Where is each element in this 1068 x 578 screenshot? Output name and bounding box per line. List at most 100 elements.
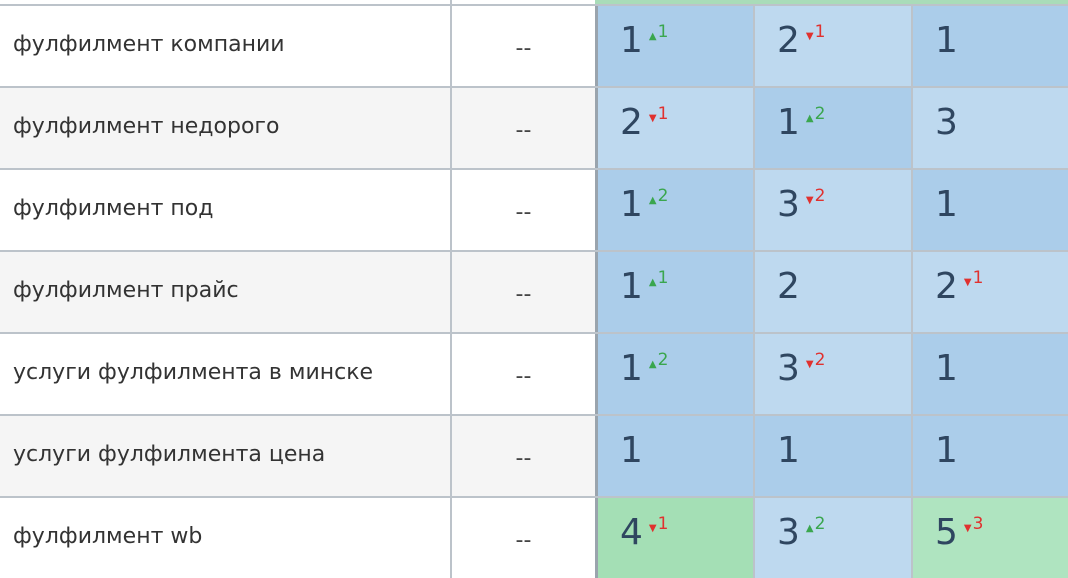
change-arrow: ▲	[648, 195, 657, 206]
position-cell: 3	[911, 88, 1068, 168]
change-arrow: ▼	[805, 195, 814, 206]
change-value: 1	[657, 104, 669, 124]
position-change: ▲2	[806, 514, 826, 534]
position: 3	[935, 102, 958, 143]
table-row: фулфилмент компании -- 1 ▲1 2 ▼1 1	[0, 4, 1068, 86]
position-change: ▼1	[649, 104, 669, 124]
position-cell: 1 ▲2	[595, 334, 753, 414]
position: 1	[620, 348, 643, 389]
position-cell: 1	[753, 416, 911, 496]
position-cell: 4 ▼1	[595, 498, 753, 578]
position-change: ▲1	[649, 22, 669, 42]
position: 2	[777, 20, 800, 61]
change-value: 2	[657, 350, 669, 370]
keyword: фулфилмент компании	[13, 32, 285, 57]
frequency: --	[450, 170, 595, 250]
position-change: ▲2	[649, 186, 669, 206]
position: 2	[777, 266, 800, 307]
position-cell: 3 ▼2	[753, 334, 911, 414]
frequency: --	[450, 6, 595, 86]
position-change: ▼3	[964, 514, 984, 534]
change-arrow: ▼	[963, 523, 972, 534]
position-change: ▼2	[806, 350, 826, 370]
change-arrow: ▲	[648, 359, 657, 370]
position-change: ▲2	[806, 104, 826, 124]
position: 1	[935, 348, 958, 389]
change-value: 1	[657, 268, 669, 288]
table-row: фулфилмент недорого -- 2 ▼1 1 ▲2 3	[0, 86, 1068, 168]
keyword: услуги фулфилмента в минске	[13, 360, 374, 385]
position-cell: 1 ▲1	[595, 252, 753, 332]
position-cell: 1	[911, 170, 1068, 250]
change-arrow: ▼	[648, 113, 657, 124]
position-cell: 1 ▲1	[595, 6, 753, 86]
position: 4	[620, 512, 643, 553]
position-cell: 2	[753, 252, 911, 332]
position-change: ▼2	[806, 186, 826, 206]
position: 3	[777, 512, 800, 553]
position-change: ▼1	[964, 268, 984, 288]
keyword: фулфилмент недорого	[13, 114, 280, 139]
position: 2	[935, 266, 958, 307]
position-change: ▲2	[649, 350, 669, 370]
change-arrow: ▼	[648, 523, 657, 534]
position-cell: 1	[911, 6, 1068, 86]
previous-row-edge	[0, 0, 1068, 4]
position: 1	[935, 430, 958, 471]
frequency: --	[450, 252, 595, 332]
position: 1	[620, 20, 643, 61]
change-value: 1	[814, 22, 826, 42]
position-change: ▼1	[649, 514, 669, 534]
frequency: --	[450, 416, 595, 496]
position-cell: 3 ▼2	[753, 170, 911, 250]
change-value: 2	[814, 514, 826, 534]
change-arrow: ▲	[648, 31, 657, 42]
change-value: 3	[972, 514, 984, 534]
position-change: ▲1	[649, 268, 669, 288]
change-value: 1	[657, 514, 669, 534]
position: 3	[777, 348, 800, 389]
table-row: фулфилмент wb -- 4 ▼1 3 ▲2 5 ▼3	[0, 496, 1068, 578]
change-arrow: ▼	[805, 31, 814, 42]
position-cell: 1	[911, 334, 1068, 414]
change-value: 1	[657, 22, 669, 42]
position: 1	[777, 430, 800, 471]
position-cell: 2 ▼1	[595, 88, 753, 168]
keyword: фулфилмент под	[13, 196, 214, 221]
change-value: 2	[814, 186, 826, 206]
position-cell: 1	[595, 416, 753, 496]
change-value: 2	[814, 350, 826, 370]
position: 1	[620, 266, 643, 307]
table-row: фулфилмент прайс -- 1 ▲1 2 2 ▼1	[0, 250, 1068, 332]
change-arrow: ▼	[805, 359, 814, 370]
table-row: услуги фулфилмента цена -- 1 1 1	[0, 414, 1068, 496]
change-arrow: ▲	[648, 277, 657, 288]
position: 2	[620, 102, 643, 143]
keyword: фулфилмент прайс	[13, 278, 239, 303]
position-cell: 1	[911, 416, 1068, 496]
position: 5	[935, 512, 958, 553]
table-row: услуги фулфилмента в минске -- 1 ▲2 3 ▼2 1	[0, 332, 1068, 414]
position: 1	[620, 430, 643, 471]
position: 1	[620, 184, 643, 225]
change-value: 2	[657, 186, 669, 206]
frequency: --	[450, 498, 595, 578]
position-cell: 5 ▼3	[911, 498, 1068, 578]
change-value: 2	[814, 104, 826, 124]
position: 1	[935, 184, 958, 225]
position-cell: 1 ▲2	[595, 170, 753, 250]
frequency: --	[450, 88, 595, 168]
position-cell: 2 ▼1	[753, 6, 911, 86]
position-cell: 3 ▲2	[753, 498, 911, 578]
position: 1	[777, 102, 800, 143]
position-cell: 2 ▼1	[911, 252, 1068, 332]
table-row: фулфилмент под -- 1 ▲2 3 ▼2 1	[0, 168, 1068, 250]
change-value: 1	[972, 268, 984, 288]
position: 3	[777, 184, 800, 225]
change-arrow: ▲	[805, 113, 814, 124]
frequency: --	[450, 334, 595, 414]
keyword: услуги фулфилмента цена	[13, 442, 326, 467]
change-arrow: ▲	[805, 523, 814, 534]
position: 1	[935, 20, 958, 61]
